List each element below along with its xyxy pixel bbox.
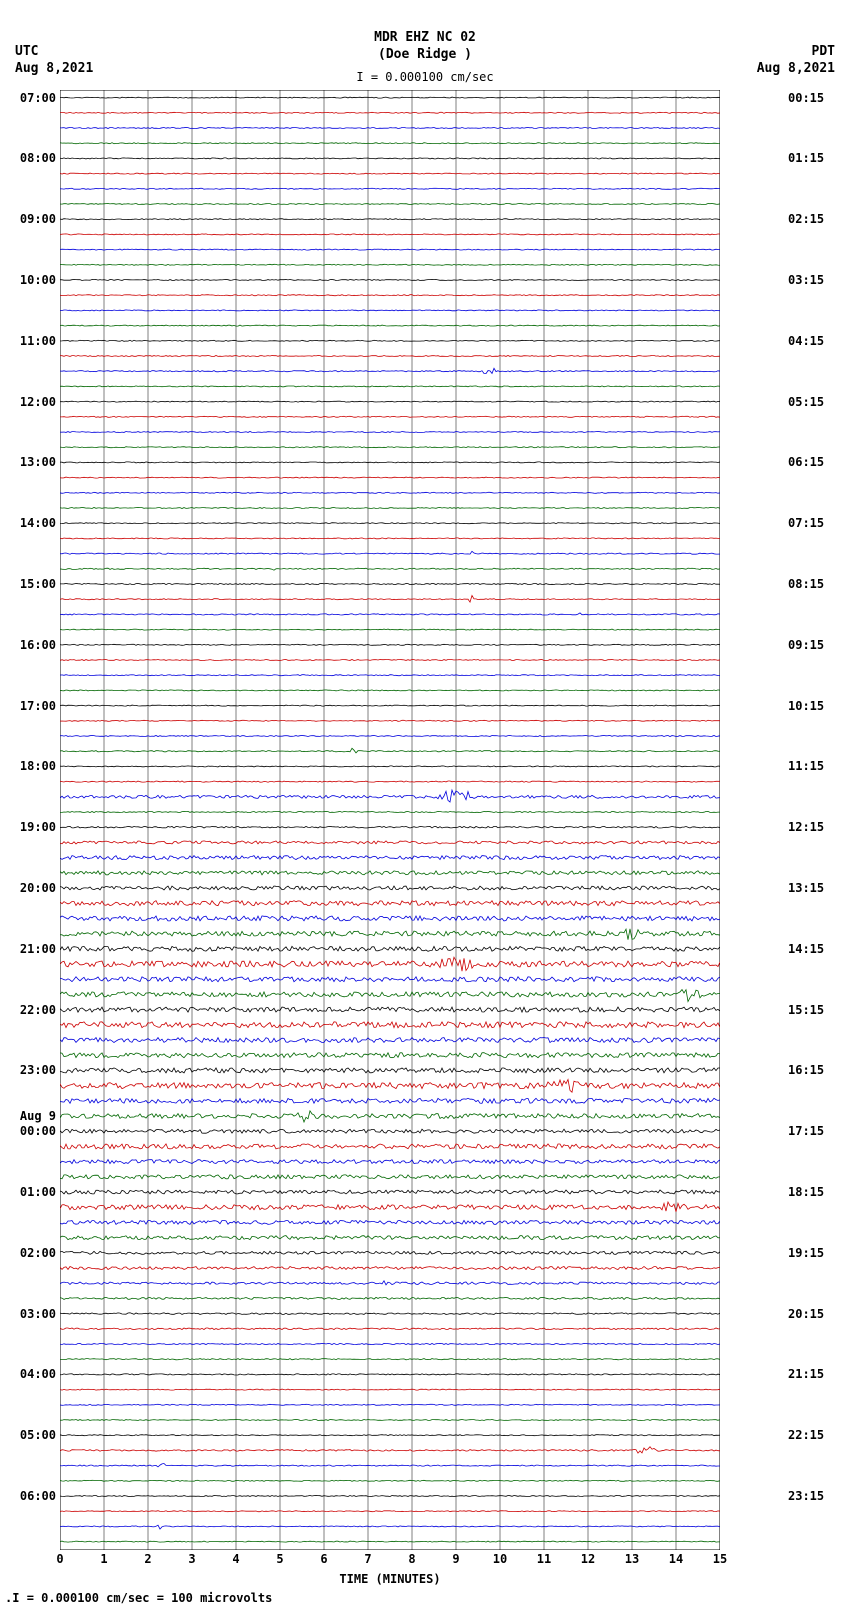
x-tick: 2 bbox=[144, 1552, 151, 1566]
time-label: 17:15 bbox=[788, 1124, 824, 1138]
time-label: 05:00 bbox=[20, 1428, 56, 1442]
x-tick: 0 bbox=[56, 1552, 63, 1566]
x-tick: 1 bbox=[100, 1552, 107, 1566]
time-label: 01:00 bbox=[20, 1185, 56, 1199]
plot-area bbox=[60, 90, 720, 1550]
time-label: 19:15 bbox=[788, 1246, 824, 1260]
x-tick: 14 bbox=[669, 1552, 683, 1566]
time-label: 18:15 bbox=[788, 1185, 824, 1199]
time-label: 12:00 bbox=[20, 395, 56, 409]
x-tick: 3 bbox=[188, 1552, 195, 1566]
time-label: 14:00 bbox=[20, 516, 56, 530]
time-label: 14:15 bbox=[788, 942, 824, 956]
time-label: 23:15 bbox=[788, 1489, 824, 1503]
time-label: 06:15 bbox=[788, 455, 824, 469]
x-tick: 15 bbox=[713, 1552, 727, 1566]
pdt-label: PDT Aug 8,2021 bbox=[757, 44, 835, 78]
time-label: 07:15 bbox=[788, 516, 824, 530]
time-label: Aug 9 bbox=[20, 1109, 56, 1123]
time-label: 18:00 bbox=[20, 759, 56, 773]
x-tick: 5 bbox=[276, 1552, 283, 1566]
x-tick: 7 bbox=[364, 1552, 371, 1566]
header: MDR EHZ NC 02 (Doe Ridge ) I = 0.000100 … bbox=[0, 30, 850, 85]
x-tick: 13 bbox=[625, 1552, 639, 1566]
time-label: 20:00 bbox=[20, 881, 56, 895]
time-label: 08:15 bbox=[788, 577, 824, 591]
x-axis-label: TIME (MINUTES) bbox=[60, 1572, 720, 1586]
utc-label: UTC Aug 8,2021 bbox=[15, 44, 93, 78]
scale-bar-icon: I bbox=[356, 70, 370, 84]
x-tick: 8 bbox=[408, 1552, 415, 1566]
station-title: MDR EHZ NC 02 bbox=[0, 30, 850, 47]
x-tick: 9 bbox=[452, 1552, 459, 1566]
time-label: 09:15 bbox=[788, 638, 824, 652]
time-label: 19:00 bbox=[20, 820, 56, 834]
time-label: 05:15 bbox=[788, 395, 824, 409]
time-label: 13:15 bbox=[788, 881, 824, 895]
time-label: 10:00 bbox=[20, 273, 56, 287]
time-label: 03:00 bbox=[20, 1307, 56, 1321]
time-label: 10:15 bbox=[788, 699, 824, 713]
time-label: 15:00 bbox=[20, 577, 56, 591]
left-time-axis: 07:00 08:00 09:00 10:00 11:00 12:00 13:00 14:00… bbox=[0, 90, 58, 1550]
seismogram-svg bbox=[60, 90, 720, 1550]
time-label: 02:15 bbox=[788, 212, 824, 226]
time-label: 22:00 bbox=[20, 1003, 56, 1017]
x-tick: 6 bbox=[320, 1552, 327, 1566]
x-tick-labels: 0123456789101112131415 bbox=[60, 1552, 720, 1572]
station-subtitle: (Doe Ridge ) bbox=[0, 47, 850, 64]
time-label: 01:15 bbox=[788, 151, 824, 165]
time-label: 16:15 bbox=[788, 1063, 824, 1077]
time-label: 00:15 bbox=[788, 91, 824, 105]
footer-scale: .I = 0.000100 cm/sec = 100 microvolts bbox=[5, 1591, 272, 1605]
time-label: 23:00 bbox=[20, 1063, 56, 1077]
time-label: 06:00 bbox=[20, 1489, 56, 1503]
time-label: 08:00 bbox=[20, 151, 56, 165]
time-label: 20:15 bbox=[788, 1307, 824, 1321]
x-tick: 10 bbox=[493, 1552, 507, 1566]
time-label: 22:15 bbox=[788, 1428, 824, 1442]
time-label: 04:15 bbox=[788, 334, 824, 348]
seismogram-container: MDR EHZ NC 02 (Doe Ridge ) I = 0.000100 … bbox=[0, 0, 850, 1613]
time-label: 17:00 bbox=[20, 699, 56, 713]
scale-bar-icon: .I bbox=[5, 1591, 27, 1605]
time-label: 11:00 bbox=[20, 334, 56, 348]
time-label: 21:00 bbox=[20, 942, 56, 956]
right-time-axis: 00:15 01:15 02:15 03:15 04:15 05:15 06:15 07:15… bbox=[786, 90, 850, 1550]
time-label: 16:00 bbox=[20, 638, 56, 652]
time-label: 21:15 bbox=[788, 1367, 824, 1381]
time-label: 03:15 bbox=[788, 273, 824, 287]
x-tick: 11 bbox=[537, 1552, 551, 1566]
time-label: 12:15 bbox=[788, 820, 824, 834]
time-label: 02:00 bbox=[20, 1246, 56, 1260]
time-label: 07:00 bbox=[20, 91, 56, 105]
scale-note: I = 0.000100 cm/sec bbox=[0, 70, 850, 86]
time-label: 13:00 bbox=[20, 455, 56, 469]
time-label: 11:15 bbox=[788, 759, 824, 773]
time-label: 04:00 bbox=[20, 1367, 56, 1381]
time-label: 00:00 bbox=[20, 1124, 56, 1138]
x-tick: 12 bbox=[581, 1552, 595, 1566]
time-label: 15:15 bbox=[788, 1003, 824, 1017]
x-tick: 4 bbox=[232, 1552, 239, 1566]
time-label: 09:00 bbox=[20, 212, 56, 226]
